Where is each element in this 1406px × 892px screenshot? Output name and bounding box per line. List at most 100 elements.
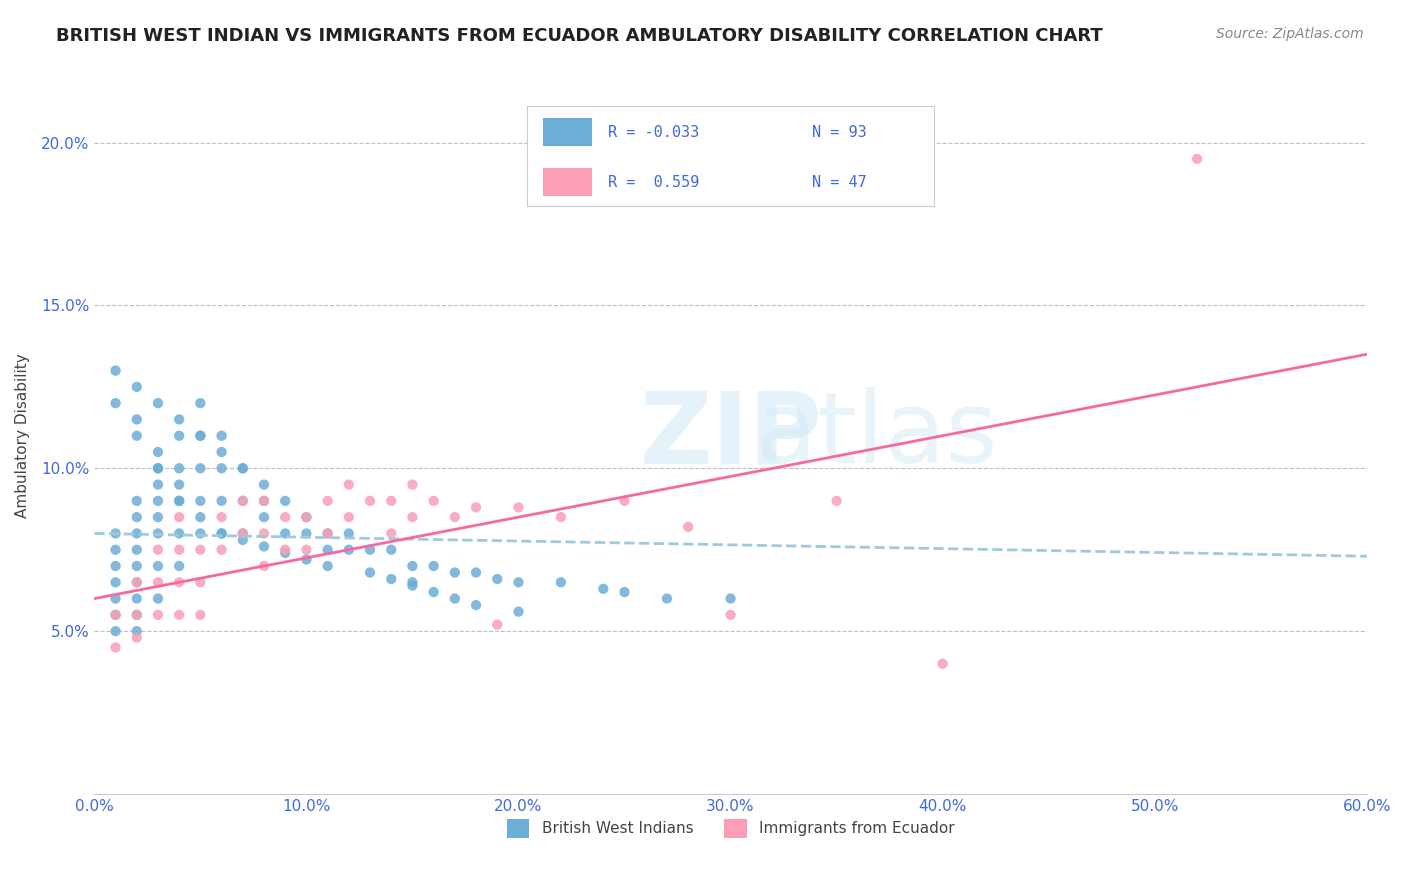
Point <box>104 363 127 377</box>
Point <box>146 396 169 410</box>
Point <box>316 559 339 574</box>
Point <box>316 542 339 557</box>
Point <box>931 657 953 671</box>
Point <box>613 585 636 599</box>
Point <box>146 461 169 475</box>
Point <box>190 428 212 442</box>
Point <box>232 494 254 508</box>
Point <box>508 500 530 515</box>
Point <box>146 591 169 606</box>
Point <box>401 510 423 524</box>
Point <box>486 617 509 632</box>
Point <box>655 591 678 606</box>
Point <box>211 526 233 541</box>
Point <box>444 510 467 524</box>
Point <box>613 494 636 508</box>
Point <box>167 575 190 590</box>
Point <box>167 428 190 442</box>
Point <box>465 500 488 515</box>
Point <box>232 526 254 541</box>
Point <box>232 526 254 541</box>
Point <box>146 477 169 491</box>
Point <box>253 510 276 524</box>
Point <box>274 494 297 508</box>
Point <box>253 526 276 541</box>
Point <box>146 445 169 459</box>
Point <box>337 526 360 541</box>
Point <box>380 494 402 508</box>
Point <box>508 575 530 590</box>
Point <box>104 526 127 541</box>
Point <box>295 510 318 524</box>
Point <box>104 640 127 655</box>
Point <box>211 526 233 541</box>
Point <box>232 494 254 508</box>
Point <box>211 494 233 508</box>
Point <box>190 510 212 524</box>
Point <box>167 607 190 622</box>
Point <box>380 542 402 557</box>
Point <box>125 412 148 426</box>
Point <box>253 494 276 508</box>
Point <box>232 461 254 475</box>
Point <box>190 494 212 508</box>
Point <box>190 461 212 475</box>
Point <box>104 607 127 622</box>
Point <box>125 510 148 524</box>
Point <box>253 477 276 491</box>
Point <box>125 428 148 442</box>
Point <box>167 559 190 574</box>
Text: atlas: atlas <box>756 387 998 484</box>
Point <box>146 510 169 524</box>
Point <box>401 559 423 574</box>
Point <box>125 559 148 574</box>
Point <box>422 585 444 599</box>
Point <box>232 461 254 475</box>
Text: ZIP: ZIP <box>640 387 823 484</box>
Text: Source: ZipAtlas.com: Source: ZipAtlas.com <box>1216 27 1364 41</box>
Point <box>316 526 339 541</box>
Point <box>146 542 169 557</box>
Point <box>125 591 148 606</box>
Point <box>125 607 148 622</box>
Point <box>337 510 360 524</box>
Point <box>359 566 381 580</box>
Point <box>125 575 148 590</box>
Point <box>104 542 127 557</box>
Point <box>274 526 297 541</box>
Point <box>125 624 148 639</box>
Point <box>380 526 402 541</box>
Point <box>125 494 148 508</box>
Point <box>104 591 127 606</box>
Point <box>211 428 233 442</box>
Point <box>1185 152 1208 166</box>
Point <box>465 598 488 612</box>
Y-axis label: Ambulatory Disability: Ambulatory Disability <box>15 353 30 518</box>
Point <box>401 578 423 592</box>
Point <box>295 542 318 557</box>
Point <box>465 566 488 580</box>
Point <box>274 542 297 557</box>
Point <box>167 526 190 541</box>
Point <box>167 542 190 557</box>
Point <box>125 380 148 394</box>
Point <box>359 542 381 557</box>
Point <box>295 552 318 566</box>
Point <box>167 461 190 475</box>
Point <box>295 526 318 541</box>
Point <box>676 520 699 534</box>
Point <box>190 526 212 541</box>
Point <box>190 428 212 442</box>
Point <box>146 575 169 590</box>
Point <box>401 575 423 590</box>
Point <box>104 575 127 590</box>
Point <box>125 607 148 622</box>
Point <box>253 559 276 574</box>
Point <box>316 526 339 541</box>
Point <box>211 461 233 475</box>
Point <box>232 533 254 547</box>
Point <box>337 542 360 557</box>
Point <box>146 526 169 541</box>
Point <box>486 572 509 586</box>
Point <box>125 542 148 557</box>
